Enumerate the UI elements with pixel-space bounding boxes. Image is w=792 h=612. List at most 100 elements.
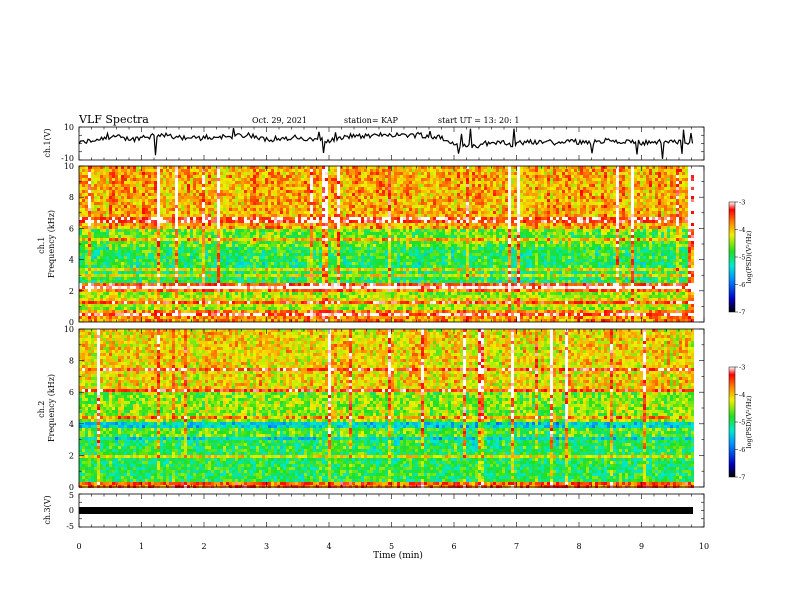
spectrogram-cell (172, 235, 175, 238)
spectrogram-cell (481, 235, 484, 238)
spectrogram-cell (313, 226, 316, 229)
spectrogram-cell (268, 184, 271, 187)
spectrogram-cell (535, 232, 538, 235)
spectrogram-cell (148, 220, 151, 223)
spectrogram-cell (88, 187, 91, 190)
spectrogram-cell (433, 211, 436, 214)
spectrogram-cell (403, 178, 406, 181)
spectrogram-cell (412, 184, 415, 187)
spectrogram-cell (586, 223, 589, 226)
spectrogram-cell (211, 235, 214, 238)
spectrogram-cell (514, 190, 517, 193)
spectrogram-cell (529, 211, 532, 214)
spectrogram-cell (82, 199, 85, 202)
spectrogram-cell (130, 211, 133, 214)
spectrogram-cell (310, 211, 313, 214)
spectrogram-cell (658, 226, 661, 229)
spectrogram-cell (529, 190, 532, 193)
spectrogram-cell (334, 223, 337, 226)
spectrogram-cell (367, 217, 370, 220)
spectrogram-cell (325, 196, 328, 199)
spectrogram-cell (142, 178, 145, 181)
spectrogram-cell (268, 169, 271, 172)
spectrogram-cell (310, 217, 313, 220)
spectrogram-cell (244, 190, 247, 193)
spectrogram-cell (592, 187, 595, 190)
spectrogram-cell (550, 217, 553, 220)
spectrogram-cell (247, 169, 250, 172)
spectrogram-cell (112, 235, 115, 238)
spectrogram-cell (607, 175, 610, 178)
spectrogram-cell (328, 166, 331, 169)
spectrogram-cell (400, 208, 403, 211)
spectrogram-cell (379, 214, 382, 217)
spectrogram-cell (463, 223, 466, 226)
spectrogram-cell (679, 196, 682, 199)
spectrogram-cell (262, 181, 265, 184)
spectrogram-cell (343, 166, 346, 169)
spectrogram-cell (658, 211, 661, 214)
spectrogram-cell (175, 217, 178, 220)
spectrogram-cell (358, 223, 361, 226)
spectrogram-cell (193, 187, 196, 190)
spectrogram-cell (673, 226, 676, 229)
spectrogram-cell (535, 166, 538, 169)
spectrogram-cell (388, 196, 391, 199)
spectrogram-cell (277, 223, 280, 226)
spectrogram-cell (283, 184, 286, 187)
spectrogram-cell (154, 223, 157, 226)
spectrogram-cell (502, 187, 505, 190)
spectrogram-cell (691, 175, 694, 178)
spectrogram-cell (502, 166, 505, 169)
spectrogram-cell (376, 184, 379, 187)
spectrogram-cell (196, 169, 199, 172)
spectrogram-cell (376, 190, 379, 193)
spectrogram-cell (184, 199, 187, 202)
spectrogram-cell (109, 211, 112, 214)
spectrogram-cell (394, 208, 397, 211)
spectrogram-cell (394, 166, 397, 169)
spectrogram-cell (298, 169, 301, 172)
spectrogram-cell (151, 220, 154, 223)
spectrogram-cell (592, 226, 595, 229)
spectrogram-cell (676, 214, 679, 217)
spectrogram-cell (307, 175, 310, 178)
spectrogram-cell (355, 184, 358, 187)
spectrogram-cell (424, 226, 427, 229)
spectrogram-cell (415, 220, 418, 223)
spectrogram-cell (442, 232, 445, 235)
spectrogram-cell (310, 166, 313, 169)
spectrogram-cell (655, 190, 658, 193)
spectrogram-cell (502, 208, 505, 211)
spectrogram-cell (238, 208, 241, 211)
spectrogram-cell (265, 235, 268, 238)
spectrogram-cell (460, 226, 463, 229)
spectrogram-cell (379, 229, 382, 232)
spectrogram-cell (520, 178, 523, 181)
spectrogram-cell (241, 223, 244, 226)
spectrogram-cell (301, 220, 304, 223)
spectrogram-cell (349, 166, 352, 169)
spectrogram-cell (271, 193, 274, 196)
spectrogram-cell (526, 184, 529, 187)
spectrogram-cell (616, 172, 619, 175)
spectrogram-cell (394, 205, 397, 208)
spectrogram-cell (469, 223, 472, 226)
spectrogram-cell (130, 235, 133, 238)
spectrogram-cell (253, 226, 256, 229)
spectrogram-cell (196, 217, 199, 220)
spectrogram-cell (160, 220, 163, 223)
spectrogram-cell (493, 229, 496, 232)
spectrogram-cell (346, 172, 349, 175)
spectrogram-cell (448, 202, 451, 205)
spectrogram-cell (79, 235, 82, 238)
spectrogram-cell (109, 172, 112, 175)
spectrogram-cell (109, 217, 112, 220)
spectrogram-cell (172, 229, 175, 232)
spectrogram-cell (109, 235, 112, 238)
spectrogram-cell (82, 235, 85, 238)
spectrogram-cell (532, 196, 535, 199)
spectrogram-cell (652, 199, 655, 202)
spectrogram-cell (607, 181, 610, 184)
spectrogram-cell (325, 205, 328, 208)
